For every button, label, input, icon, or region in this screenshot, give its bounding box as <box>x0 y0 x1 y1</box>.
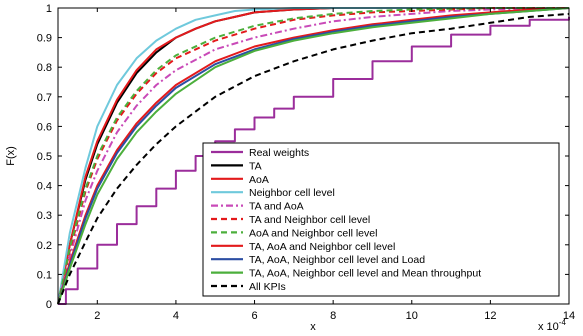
series-layer <box>57 7 570 305</box>
y-axis-label: F(x) <box>5 146 17 166</box>
legend-label-0: Real weights <box>249 147 309 159</box>
legend-label-8: TA, AoA, Neighbor cell level and Load <box>249 254 425 266</box>
legend-label-7: TA, AoA and Neighbor cell level <box>249 241 395 253</box>
series-line-9 <box>57 7 570 305</box>
series-line-8 <box>57 7 570 305</box>
legend-label-1: TA <box>249 160 262 172</box>
y-tick-label: 0 <box>46 299 52 311</box>
series-line-4 <box>57 7 570 305</box>
legend-label-2: AoA <box>249 174 269 186</box>
series-line-7 <box>57 7 570 305</box>
x-tick-label: 8 <box>330 310 336 322</box>
y-tick-label: 0.4 <box>37 181 52 193</box>
y-tick-label: 1 <box>46 3 52 15</box>
legend-label-9: TA, AoA, Neighbor cell level and Mean th… <box>249 268 481 280</box>
series-line-0 <box>58 16 570 305</box>
series-line-10 <box>57 12 570 305</box>
x-tick-label: 4 <box>173 310 179 322</box>
y-tick-label: 0.2 <box>37 240 52 252</box>
x-multiplier-base: x 10 <box>538 321 559 333</box>
legend-label-4: TA and AoA <box>249 201 304 213</box>
legend-label-10: All KPIs <box>249 281 286 293</box>
series-line-5 <box>57 7 569 305</box>
y-tick-label: 0.1 <box>37 269 52 281</box>
legend-label-6: AoA and Neighbor cell level <box>249 227 377 239</box>
x-multiplier: x 10-4 <box>538 318 566 333</box>
legend-box <box>202 142 560 297</box>
y-tick-label: 0.3 <box>37 210 52 222</box>
x-tick-label: 12 <box>484 310 496 322</box>
x-tick-label: 10 <box>406 310 418 322</box>
x-tick-label: 6 <box>251 310 257 322</box>
y-tick-label: 0.9 <box>37 33 52 45</box>
series-line-6 <box>57 7 569 305</box>
x-axis-label: x <box>310 321 316 333</box>
y-tick-label: 0.7 <box>37 92 52 104</box>
y-tick-label: 0.5 <box>37 151 52 163</box>
legend-label-3: Neighbor cell level <box>249 187 335 199</box>
x-multiplier-exponent: -4 <box>559 318 567 327</box>
y-tick-label: 0.8 <box>37 62 52 74</box>
x-tick-label: 14 <box>563 310 575 322</box>
ticks-layer: 2 4 6 8 10 12 14 0 0.1 0.2 0.3 0.4 0.5 0.6 0.7 0.8 0.9 1 <box>37 3 575 322</box>
y-tick-label: 0.6 <box>37 121 52 133</box>
x-tick-label: 2 <box>94 310 100 322</box>
legend-label-5: TA and Neighbor cell level <box>249 214 370 226</box>
